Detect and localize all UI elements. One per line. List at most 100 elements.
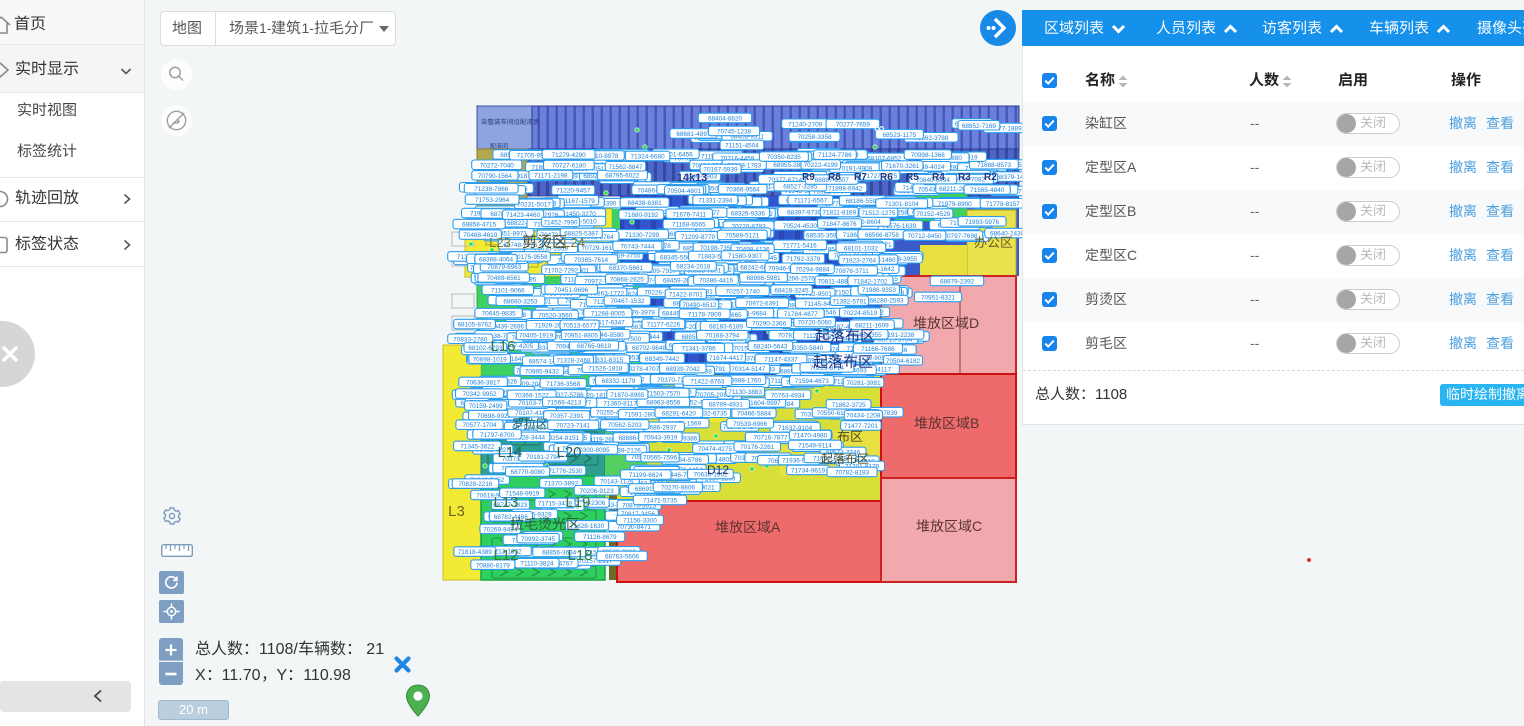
svg-text:68105-8762: 68105-8762 xyxy=(457,322,492,329)
svg-text:68332-1179: 68332-1179 xyxy=(602,378,636,385)
svg-text:71289-4903: 71289-4903 xyxy=(683,174,718,181)
svg-text:70365-7614: 70365-7614 xyxy=(574,257,609,264)
svg-text:68527-3285: 68527-3285 xyxy=(783,184,818,191)
svg-text:71753-2964: 71753-2964 xyxy=(475,197,510,204)
svg-text:70562-5203: 70562-5203 xyxy=(608,422,643,429)
svg-text:68107-6852: 68107-6852 xyxy=(867,155,902,162)
svg-text:71330-7299: 71330-7299 xyxy=(625,232,660,239)
svg-text:68211-2830: 68211-2830 xyxy=(939,186,973,193)
svg-text:70712-8450: 70712-8450 xyxy=(907,233,942,240)
svg-text:70951-8805: 70951-8805 xyxy=(564,333,599,340)
svg-text:70951-8321: 70951-8321 xyxy=(921,295,956,302)
svg-text:70377-6714: 70377-6714 xyxy=(768,177,803,184)
svg-text:71126-8679: 71126-8679 xyxy=(583,534,617,541)
svg-text:71621-3493: 71621-3493 xyxy=(754,184,789,191)
svg-text:71452-7990: 71452-7990 xyxy=(543,220,578,227)
svg-text:71512-1275: 71512-1275 xyxy=(861,210,896,217)
svg-text:71220-9457: 71220-9457 xyxy=(556,188,591,195)
svg-text:70565-7596: 70565-7596 xyxy=(643,455,678,462)
svg-text:68535-3596: 68535-3596 xyxy=(806,233,841,240)
svg-text:71778-8157: 71778-8157 xyxy=(986,201,1021,208)
svg-text:71345-3822: 71345-3822 xyxy=(460,444,495,451)
svg-text:68291-6420: 68291-6420 xyxy=(662,410,697,417)
svg-text:70763-4934: 70763-4934 xyxy=(771,392,806,399)
svg-text:70350-8235: 70350-8235 xyxy=(767,154,802,161)
svg-text:71862-3725: 71862-3725 xyxy=(832,402,867,409)
svg-text:71736-3568: 71736-3568 xyxy=(546,381,581,388)
svg-text:71676-7411: 71676-7411 xyxy=(672,211,706,218)
svg-text:71670-3261: 71670-3261 xyxy=(885,163,920,170)
svg-text:68379-1475: 68379-1475 xyxy=(997,174,1026,181)
svg-text:71594-4673: 71594-4673 xyxy=(795,378,830,385)
svg-text:70281-3981: 70281-3981 xyxy=(846,380,881,387)
svg-text:71580-9307: 71580-9307 xyxy=(728,253,763,260)
svg-text:68858-4715: 68858-4715 xyxy=(462,222,497,229)
svg-text:70729-1615: 70729-1615 xyxy=(582,245,617,252)
svg-text:68748-7276: 68748-7276 xyxy=(503,242,538,249)
svg-text:71238-7866: 71238-7866 xyxy=(474,186,509,193)
svg-text:71870-8965: 71870-8965 xyxy=(610,392,645,399)
svg-text:70716-7877: 70716-7877 xyxy=(753,435,788,442)
svg-text:71147-4337: 71147-4337 xyxy=(764,357,798,364)
svg-text:71422-8701: 71422-8701 xyxy=(669,292,704,299)
svg-text:71450-3270: 71450-3270 xyxy=(562,211,597,218)
svg-text:70167-5939: 70167-5939 xyxy=(703,167,738,174)
svg-text:71562-8847: 71562-8847 xyxy=(608,164,643,171)
svg-text:71688-8573: 71688-8573 xyxy=(977,162,1012,169)
svg-text:70357-2391: 70357-2391 xyxy=(550,413,585,420)
svg-text:71279-4290: 71279-4290 xyxy=(552,152,587,159)
svg-text:70513-6577: 70513-6577 xyxy=(563,322,598,329)
svg-text:70758-3955: 70758-3955 xyxy=(883,256,918,263)
svg-text:68986-5981: 68986-5981 xyxy=(746,275,781,282)
svg-text:70270-8806: 70270-8806 xyxy=(661,485,696,492)
svg-text:68523-1175: 68523-1175 xyxy=(883,132,917,139)
svg-text:71898-6942: 71898-6942 xyxy=(828,185,863,192)
svg-text:70159-2499: 70159-2499 xyxy=(469,403,504,410)
svg-text:70698-1019: 70698-1019 xyxy=(473,356,508,363)
svg-text:68681-4897: 68681-4897 xyxy=(676,131,711,138)
svg-text:68404-8820: 68404-8820 xyxy=(708,116,743,123)
svg-text:71842-1702: 71842-1702 xyxy=(853,278,888,285)
svg-text:70504-4801: 70504-4801 xyxy=(667,188,702,195)
svg-text:70216-4459: 70216-4459 xyxy=(720,155,755,162)
svg-text:70257-1740: 70257-1740 xyxy=(726,288,761,295)
svg-text:70998-1366: 70998-1366 xyxy=(911,152,946,159)
svg-text:70222-4199: 70222-4199 xyxy=(804,162,839,169)
svg-text:70467-1532: 70467-1532 xyxy=(610,298,645,305)
svg-text:71591-2800: 71591-2800 xyxy=(624,412,659,419)
svg-text:70840-6494: 70840-6494 xyxy=(916,177,951,184)
svg-text:70290-2366: 70290-2366 xyxy=(752,320,787,327)
svg-text:68326-9336: 68326-9336 xyxy=(731,210,766,217)
svg-text:68459-2099: 68459-2099 xyxy=(663,277,698,284)
svg-text:70698-9928: 70698-9928 xyxy=(477,413,512,420)
svg-text:70278-4707: 70278-4707 xyxy=(625,366,660,373)
svg-text:70727-6180: 70727-6180 xyxy=(552,163,587,170)
svg-text:71341-3786: 71341-3786 xyxy=(682,346,717,353)
svg-text:70368-1783: 70368-1783 xyxy=(727,162,762,169)
svg-text:70635-2659: 70635-2659 xyxy=(534,245,569,252)
svg-text:70917-7381: 70917-7381 xyxy=(634,278,669,285)
svg-text:71847-8676: 71847-8676 xyxy=(822,221,857,228)
svg-text:71360-8117: 71360-8117 xyxy=(603,401,637,408)
svg-text:71705-9519: 71705-9519 xyxy=(517,153,552,160)
svg-text:71771-5416: 71771-5416 xyxy=(783,243,818,250)
svg-text:C: C xyxy=(972,518,982,534)
svg-text:70342-9952: 70342-9952 xyxy=(462,391,497,398)
svg-text:70543-2068: 70543-2068 xyxy=(918,186,953,193)
svg-text:D: D xyxy=(969,315,979,331)
svg-text:71979-8900: 71979-8900 xyxy=(938,201,973,208)
svg-text:71565-4840: 71565-4840 xyxy=(970,187,1005,194)
svg-text:71986-9353: 71986-9353 xyxy=(862,287,897,294)
svg-text:70636-3817: 70636-3817 xyxy=(466,380,501,387)
svg-text:71823-2764: 71823-2764 xyxy=(842,257,877,264)
svg-text:71240-2709: 71240-2709 xyxy=(788,121,823,128)
svg-text:68789-4931: 68789-4931 xyxy=(709,402,744,409)
svg-text:68234-2018: 68234-2018 xyxy=(676,264,711,271)
svg-text:68702-9648: 68702-9648 xyxy=(632,345,667,352)
svg-text:70272-7040: 70272-7040 xyxy=(480,162,515,169)
svg-text:68101-1032: 68101-1032 xyxy=(844,245,879,252)
svg-text:68183-6189: 68183-6189 xyxy=(709,324,744,331)
svg-text:70314-5147: 70314-5147 xyxy=(731,366,766,373)
svg-text:71268-8005: 71268-8005 xyxy=(591,311,626,318)
svg-text:71784-4677: 71784-4677 xyxy=(784,311,819,318)
